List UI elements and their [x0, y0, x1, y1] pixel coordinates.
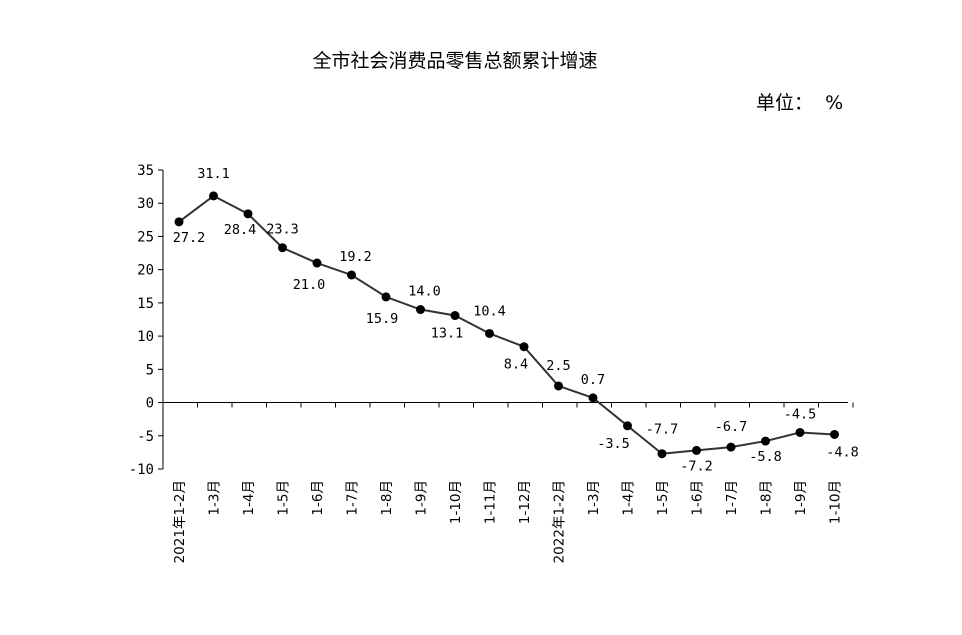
x-tick-label: 1-7月	[724, 480, 740, 516]
data-point	[519, 342, 529, 352]
x-tick-label: 1-5月	[655, 480, 671, 516]
data-label: -5.8	[749, 449, 782, 465]
x-tick-label: 1-9月	[414, 480, 430, 516]
y-tick-label: 15	[137, 296, 154, 312]
data-label: 8.4	[504, 357, 528, 373]
data-point	[795, 427, 805, 437]
x-tick-label: 1-3月	[586, 480, 602, 516]
x-tick-label: 2022年1-2月	[552, 480, 568, 563]
x-tick-label: 1-5月	[276, 480, 292, 516]
data-label: 10.4	[473, 303, 506, 319]
x-tick-label: 1-10月	[828, 480, 844, 524]
data-point	[312, 258, 322, 268]
x-tick-label: 1-4月	[241, 480, 257, 516]
x-tick-label: 1-11月	[483, 480, 499, 524]
series-line	[178, 194, 835, 455]
unit-label: 单位： %	[756, 92, 844, 114]
data-label: 14.0	[408, 284, 441, 300]
data-label: 28.4	[224, 222, 257, 238]
x-tick-label: 1-6月	[310, 480, 326, 516]
data-point	[830, 429, 839, 439]
x-tick-label: 1-3月	[207, 480, 223, 516]
x-tick-label: 2021年1-2月	[172, 480, 188, 563]
data-label: 23.3	[266, 222, 299, 238]
x-tick-label: 1-9月	[793, 480, 809, 516]
y-tick-label: 10	[137, 329, 154, 345]
y-tick-label: 5	[146, 362, 154, 378]
y-tick-label: 0	[146, 396, 154, 412]
y-tick-label: 20	[137, 263, 154, 279]
data-point	[588, 393, 598, 403]
data-label: -4.5	[784, 406, 817, 422]
data-point	[416, 305, 425, 315]
data-point	[485, 328, 494, 338]
x-tick-label: 1-8月	[759, 480, 775, 516]
data-label: 0.7	[581, 372, 605, 388]
x-tick-label: 1-8月	[379, 480, 395, 516]
data-point	[726, 442, 736, 452]
x-tick-label: 1-4月	[621, 480, 637, 516]
chart-title: 全市社会消费品零售总额累计增速	[312, 50, 598, 72]
data-point	[450, 311, 460, 321]
x-tick-label: 1-7月	[345, 480, 361, 516]
y-tick-label: -5	[137, 429, 154, 445]
data-label: 27.2	[173, 230, 206, 246]
data-label: 2.5	[546, 358, 570, 374]
data-label: -3.5	[597, 436, 630, 452]
x-tick-label: 1-12月	[517, 480, 533, 524]
data-point	[623, 421, 632, 431]
data-label: -7.2	[680, 458, 713, 474]
data-label: -6.7	[715, 419, 748, 435]
data-label: -7.7	[646, 422, 679, 438]
y-tick-label: 35	[137, 163, 154, 179]
y-tick-label: 30	[137, 196, 154, 212]
data-point	[243, 209, 253, 219]
data-label: 19.2	[339, 249, 372, 265]
data-point	[347, 270, 356, 280]
data-point	[692, 445, 701, 455]
data-point	[174, 217, 184, 227]
x-tick-label: 1-10月	[448, 480, 464, 524]
data-point	[554, 381, 563, 391]
y-tick-label: 25	[137, 229, 154, 245]
data-point	[278, 243, 287, 253]
x-tick-label: 1-6月	[690, 480, 706, 516]
data-label: -4.8	[826, 444, 859, 460]
data-label: 15.9	[366, 311, 399, 327]
y-tick-label: -10	[129, 462, 154, 478]
data-label: 13.1	[431, 326, 464, 342]
data-label: 21.0	[293, 277, 326, 293]
data-point	[657, 449, 667, 459]
data-point	[209, 191, 218, 201]
data-label: 31.1	[197, 166, 230, 182]
data-point	[381, 292, 391, 302]
data-point	[761, 436, 770, 446]
